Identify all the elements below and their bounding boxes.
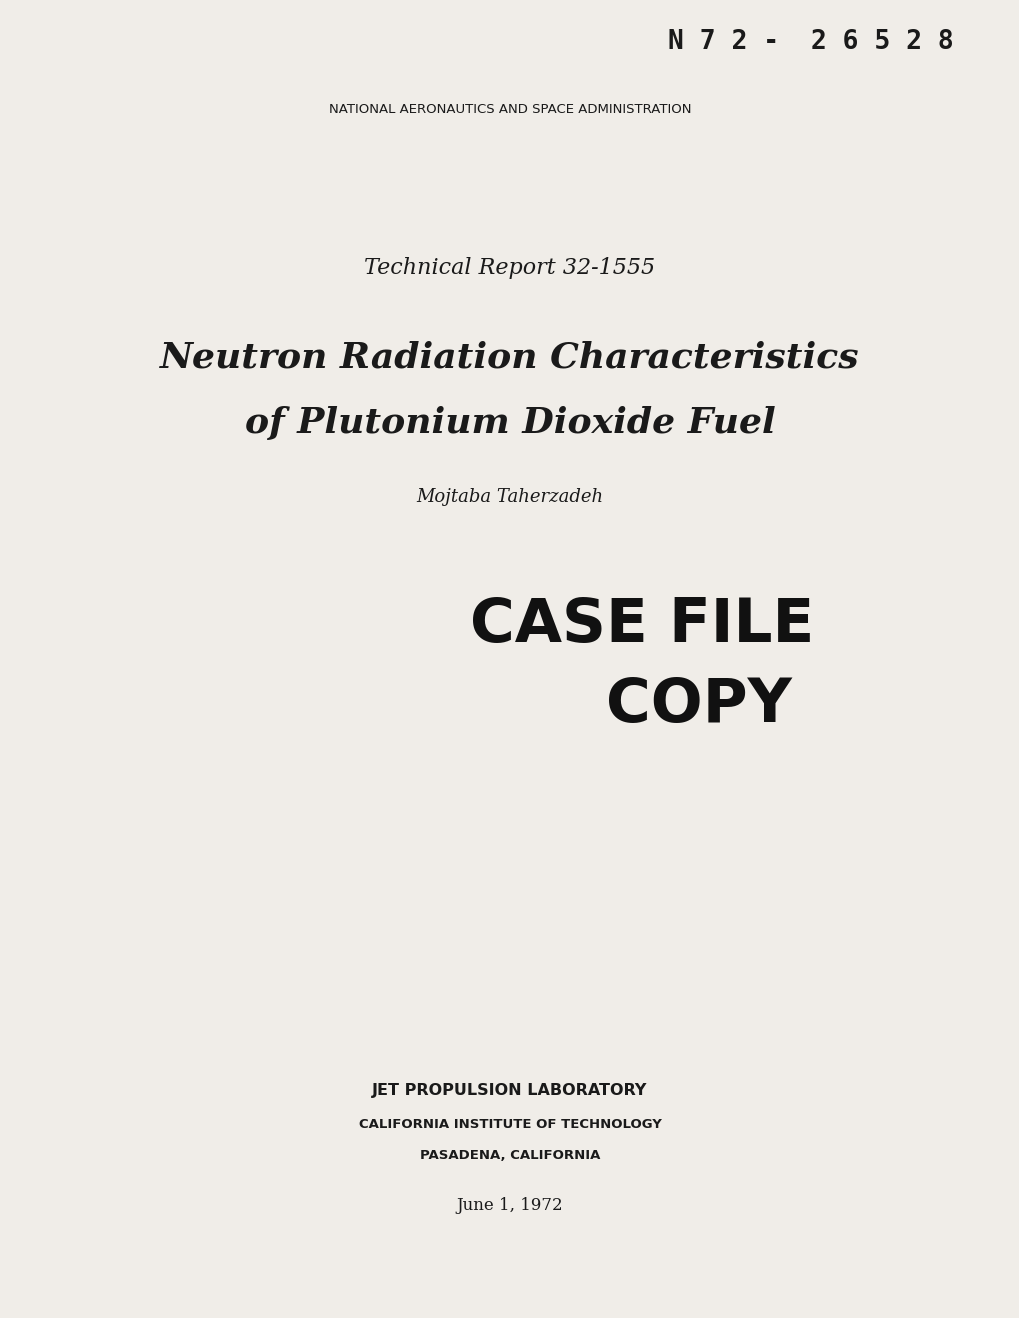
Text: Technical Report 32-1555: Technical Report 32-1555 bbox=[364, 257, 655, 279]
Text: COPY: COPY bbox=[605, 676, 791, 735]
Text: NATIONAL AERONAUTICS AND SPACE ADMINISTRATION: NATIONAL AERONAUTICS AND SPACE ADMINISTR… bbox=[328, 103, 691, 116]
Text: CALIFORNIA INSTITUTE OF TECHNOLOGY: CALIFORNIA INSTITUTE OF TECHNOLOGY bbox=[359, 1118, 660, 1131]
Text: N 7 2 -  2 6 5 2 8: N 7 2 - 2 6 5 2 8 bbox=[667, 29, 953, 55]
Text: PASADENA, CALIFORNIA: PASADENA, CALIFORNIA bbox=[420, 1149, 599, 1162]
Text: CASE FILE: CASE FILE bbox=[470, 596, 814, 655]
Text: Neutron Radiation Characteristics: Neutron Radiation Characteristics bbox=[160, 340, 859, 374]
Text: of Plutonium Dioxide Fuel: of Plutonium Dioxide Fuel bbox=[245, 406, 774, 440]
Text: June 1, 1972: June 1, 1972 bbox=[457, 1197, 562, 1214]
Text: Mojtaba Taherzadeh: Mojtaba Taherzadeh bbox=[416, 488, 603, 506]
Text: JET PROPULSION LABORATORY: JET PROPULSION LABORATORY bbox=[372, 1083, 647, 1098]
